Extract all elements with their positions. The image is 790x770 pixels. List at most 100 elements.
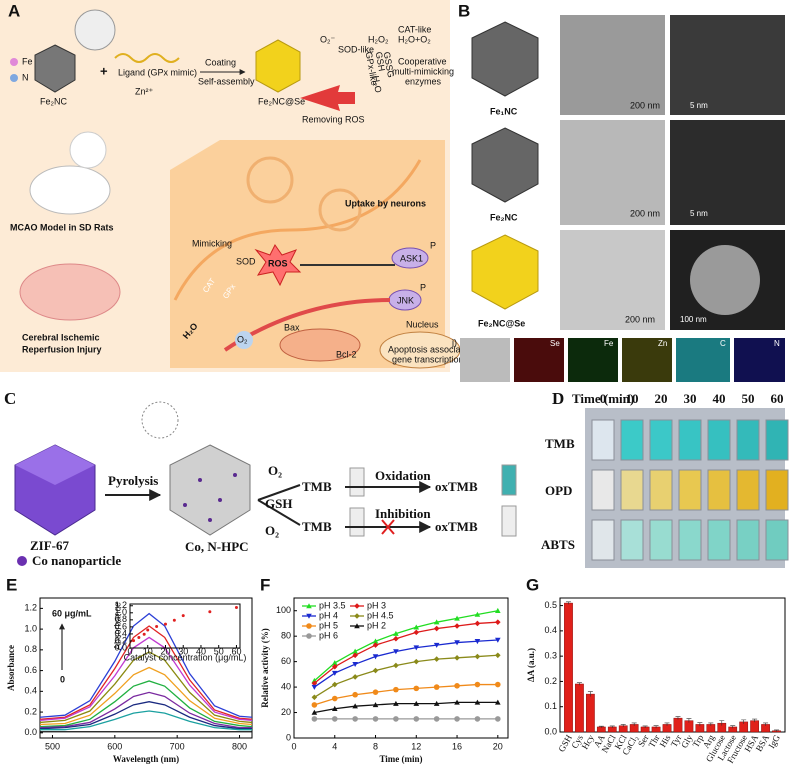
- label: Time (min): [572, 391, 634, 406]
- row-label: ABTS: [541, 537, 575, 552]
- label: oxTMB: [435, 519, 478, 534]
- label: TMB: [302, 479, 332, 494]
- label: multi-mimicking: [392, 66, 454, 76]
- error-bar: [774, 729, 780, 732]
- fe-dot: [10, 58, 18, 66]
- time-label: 0: [600, 391, 607, 406]
- label: j): [451, 337, 457, 347]
- map-image: [622, 338, 672, 382]
- ros-burst: [254, 244, 302, 287]
- error-bar: [730, 725, 736, 729]
- label: ASK1: [400, 253, 423, 263]
- label: Ligand (GPx mimic): [118, 67, 197, 77]
- inset-point: [155, 625, 159, 629]
- time-label: 30: [684, 391, 697, 406]
- panel-label: E: [6, 575, 17, 594]
- label: H₂O+O₂: [398, 34, 431, 44]
- x-tick-label: 20: [160, 646, 170, 656]
- y-axis-label: Relative activity (%): [260, 628, 270, 707]
- marker: [454, 623, 460, 629]
- panel-label: G: [526, 575, 539, 594]
- marker: [454, 655, 460, 661]
- panel-label: F: [260, 575, 270, 594]
- vial: [765, 419, 789, 461]
- y-tick-label: 40: [281, 681, 291, 691]
- label: H₂O: [371, 75, 384, 93]
- marker: [311, 709, 318, 715]
- error-bar: [697, 722, 703, 727]
- error-bar: [675, 716, 681, 720]
- x-tick-label: 10: [143, 646, 153, 656]
- red-arrow: [300, 85, 355, 111]
- error-bar: [763, 722, 769, 726]
- label: oxTMB: [435, 479, 478, 494]
- inset-point: [234, 606, 238, 610]
- co-dot: [208, 518, 212, 522]
- marker: [495, 681, 501, 688]
- label: O₂: [265, 523, 279, 538]
- label: Nucleus: [406, 319, 439, 329]
- y-tick-label: 0.0: [114, 642, 127, 652]
- error-bar: [664, 722, 670, 726]
- o2-bubble: [235, 331, 253, 349]
- series-line: [39, 701, 252, 730]
- marker: [495, 607, 501, 613]
- y-tick-label: 1.2: [24, 603, 37, 613]
- inset-point: [132, 639, 136, 643]
- marker: [311, 702, 318, 708]
- label: SOD: [236, 256, 256, 266]
- y-tick-label: 0.2: [24, 706, 37, 716]
- fe1nc-model: [471, 21, 539, 97]
- co-dot: [198, 478, 202, 482]
- y-tick-label: 0: [286, 732, 291, 742]
- label: gene transcription: [392, 354, 464, 364]
- y-tick-label: 1.0: [24, 623, 37, 633]
- marker: [454, 640, 460, 646]
- vial: [649, 519, 673, 561]
- bar: [586, 693, 595, 733]
- legend-label: pH 3: [367, 600, 386, 610]
- marker: [352, 661, 358, 667]
- vial: [591, 519, 615, 561]
- marker: [474, 681, 481, 688]
- y-tick-label: 0.5: [544, 600, 557, 610]
- label: Oxidation: [375, 468, 431, 483]
- series-line: [39, 625, 253, 720]
- time-label: 60: [771, 391, 784, 406]
- inset-point: [146, 628, 150, 632]
- label: Fe₂NC@Se: [478, 318, 525, 328]
- marker: [474, 716, 481, 722]
- fe2nc-model: [471, 127, 539, 203]
- y-tick-label: 0.4: [114, 628, 127, 638]
- label: Co, N-HPC: [185, 539, 249, 554]
- marker: [433, 642, 440, 648]
- element-label: N: [774, 339, 780, 348]
- label: GSSG: [382, 51, 396, 78]
- series-line: [39, 666, 253, 726]
- marker: [393, 716, 399, 722]
- legend-n: N: [22, 72, 29, 82]
- x-tick-label: 0: [291, 741, 296, 751]
- haadf-image: [670, 15, 785, 115]
- x-tick-label: 50: [214, 646, 224, 656]
- legend-marker: [306, 633, 312, 639]
- label: Co nanoparticle: [32, 553, 121, 568]
- error-bar: [609, 725, 615, 728]
- series-line: [314, 654, 498, 698]
- marker: [393, 662, 399, 669]
- marker: [413, 624, 420, 630]
- label: Fe₂NC: [40, 96, 67, 106]
- series-line: [314, 639, 498, 688]
- label: Bax: [284, 322, 300, 332]
- marker: [474, 653, 481, 660]
- x-tick-label: 700: [170, 741, 185, 751]
- vial: [501, 464, 517, 496]
- y-tick-label: 0.3: [544, 651, 557, 661]
- x-tick-label: 12: [411, 741, 421, 751]
- marker: [372, 716, 379, 722]
- y-tick-label: 0.8: [24, 644, 37, 654]
- x-axis-label: Time (min): [379, 754, 422, 764]
- plot-frame: [39, 597, 253, 739]
- label: ZIF-67: [30, 538, 70, 553]
